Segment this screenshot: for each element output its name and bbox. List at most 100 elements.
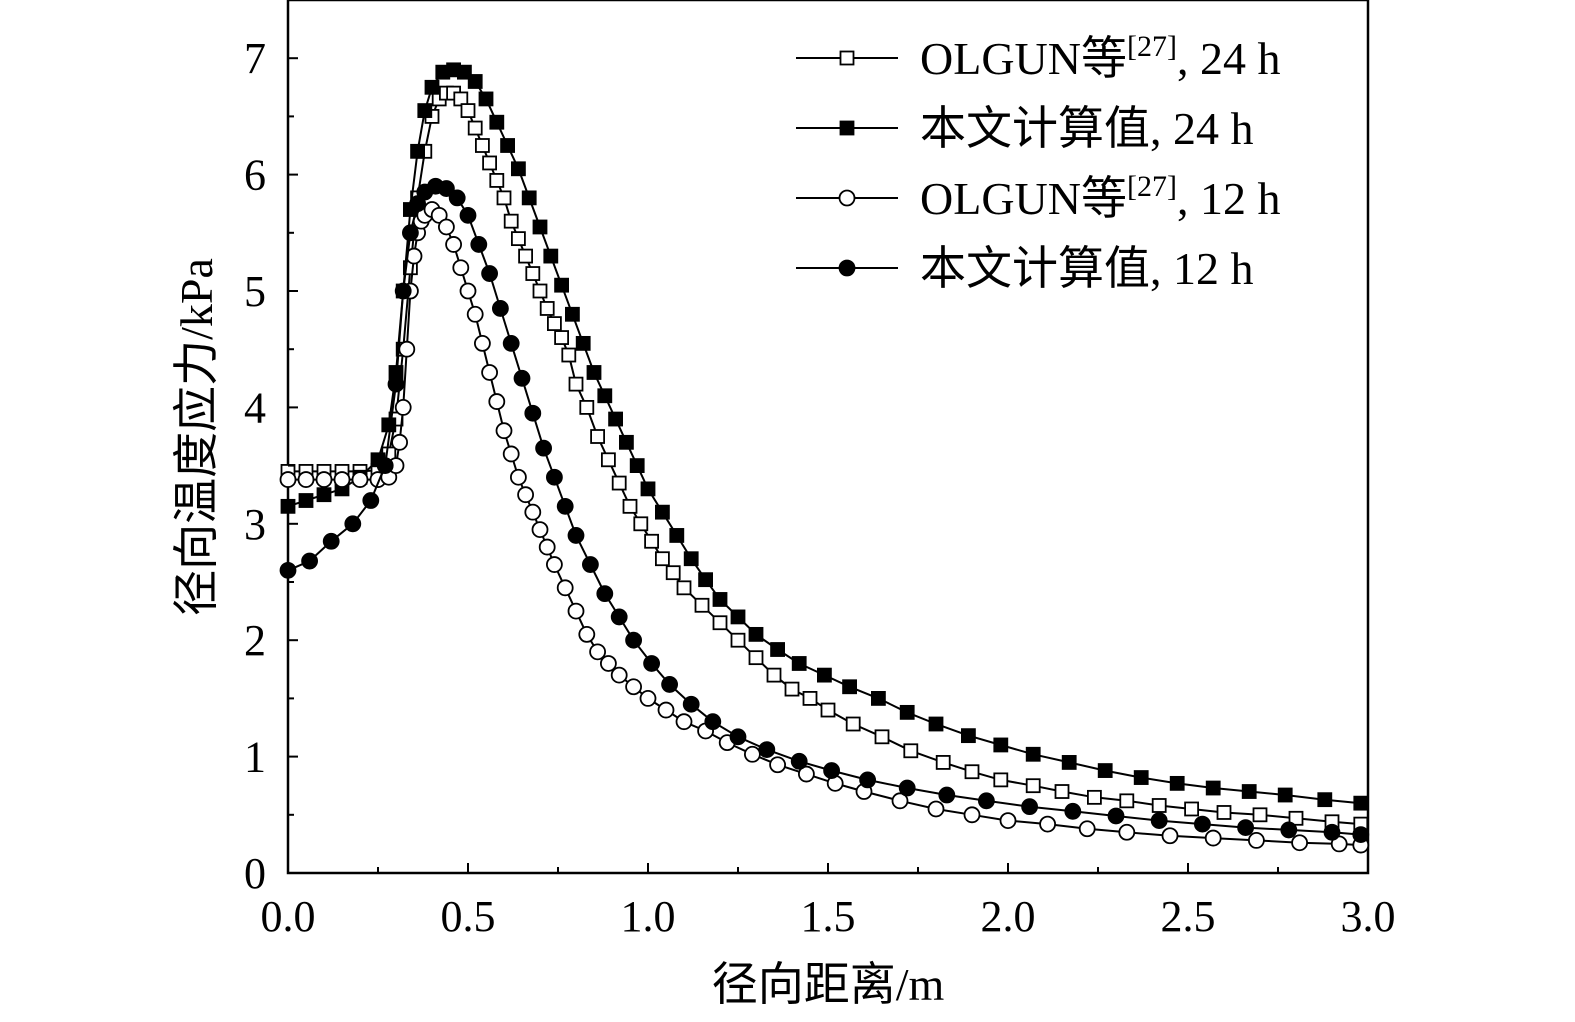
data-point [586, 365, 602, 380]
data-point [456, 64, 472, 80]
y-axis-title: 径向温度应力/kPa [171, 258, 222, 616]
data-point [333, 471, 351, 488]
legend-marker [838, 189, 856, 207]
data-point [556, 497, 574, 515]
data-point [874, 729, 890, 745]
data-point [488, 393, 506, 410]
data-point [532, 219, 548, 235]
data-point [391, 433, 409, 451]
data-point [770, 642, 785, 657]
data-point [445, 236, 463, 253]
data-point [437, 218, 455, 236]
data-point [993, 772, 1009, 788]
data-point [1107, 807, 1125, 825]
data-point [729, 728, 747, 746]
data-point [539, 301, 555, 316]
data-point [1184, 801, 1199, 817]
data-point [643, 655, 660, 672]
data-point [473, 334, 491, 352]
data-point [1317, 792, 1333, 808]
data-point [568, 376, 584, 392]
data-point [301, 552, 319, 570]
data-point [565, 306, 580, 322]
data-point [820, 702, 836, 718]
data-point [362, 492, 380, 509]
data-point [298, 493, 314, 508]
data-point [842, 679, 857, 695]
data-point [802, 691, 818, 706]
data-point [611, 475, 627, 491]
data-point [1323, 823, 1341, 841]
legend-entry: OLGUN等[27], 12 h [796, 170, 1280, 224]
data-point [730, 632, 746, 648]
data-point [1150, 812, 1168, 830]
data-point [784, 681, 800, 697]
legend-marker [838, 259, 856, 277]
data-point [448, 189, 466, 207]
data-point [322, 532, 340, 550]
data-point [1280, 821, 1298, 839]
data-point [538, 538, 556, 556]
data-point [1061, 755, 1077, 770]
data-point [1087, 789, 1102, 805]
y-tick-label: 1 [244, 733, 266, 782]
data-point [766, 667, 782, 683]
data-point [665, 565, 681, 581]
data-point [1353, 795, 1369, 811]
data-point [590, 429, 605, 444]
data-point [459, 282, 477, 300]
x-tick-label: 1.0 [621, 892, 676, 941]
data-point [495, 422, 513, 440]
data-point [698, 572, 713, 588]
data-point [452, 259, 470, 277]
tick-layer: 0.0 0.5 1.0 1.5 2.0 2.5 3.0 0 1 2 3 4 5 6 7 [244, 34, 1396, 941]
data-point [1277, 787, 1293, 803]
data-point [279, 561, 297, 579]
data-point [381, 417, 397, 433]
data-point [938, 786, 956, 804]
legend: OLGUN等[27], 24 h 本文计算值, 24 h OLGUN等[27], 1… [796, 30, 1280, 294]
data-point [532, 283, 548, 299]
data-point [963, 806, 981, 824]
data-point [622, 498, 638, 514]
data-point [999, 812, 1017, 830]
data-point [582, 556, 599, 573]
data-point [575, 335, 591, 351]
data-point [676, 580, 692, 596]
data-point [1352, 826, 1370, 843]
data-point [394, 398, 412, 416]
data-point [978, 792, 995, 810]
y-tick-label: 2 [244, 616, 266, 665]
data-point [730, 609, 746, 625]
data-point [610, 666, 628, 684]
data-point [675, 713, 693, 731]
data-point [619, 434, 634, 450]
data-point [474, 138, 490, 153]
data-point [1161, 827, 1179, 845]
data-point [625, 631, 642, 649]
data-point [491, 300, 509, 317]
data-point [600, 655, 617, 672]
data-point [589, 643, 606, 661]
data-point [798, 765, 815, 783]
data-point [1119, 793, 1135, 809]
legend-marker [839, 50, 855, 66]
data-point [398, 340, 416, 358]
data-point [790, 752, 808, 770]
data-point [891, 792, 909, 810]
series-4 [279, 177, 1370, 843]
data-point [518, 248, 533, 264]
data-point [567, 527, 585, 544]
legend-label: 本文计算值, 24 h [920, 103, 1254, 154]
data-point [344, 515, 362, 533]
series-3 [279, 201, 1370, 854]
data-point [610, 608, 628, 626]
data-point [928, 716, 944, 732]
series-layer [279, 62, 1370, 854]
data-point [682, 695, 700, 713]
data-point [669, 528, 685, 543]
x-tick-label: 0.5 [441, 892, 496, 941]
data-point [394, 282, 412, 300]
data-point [531, 521, 549, 539]
